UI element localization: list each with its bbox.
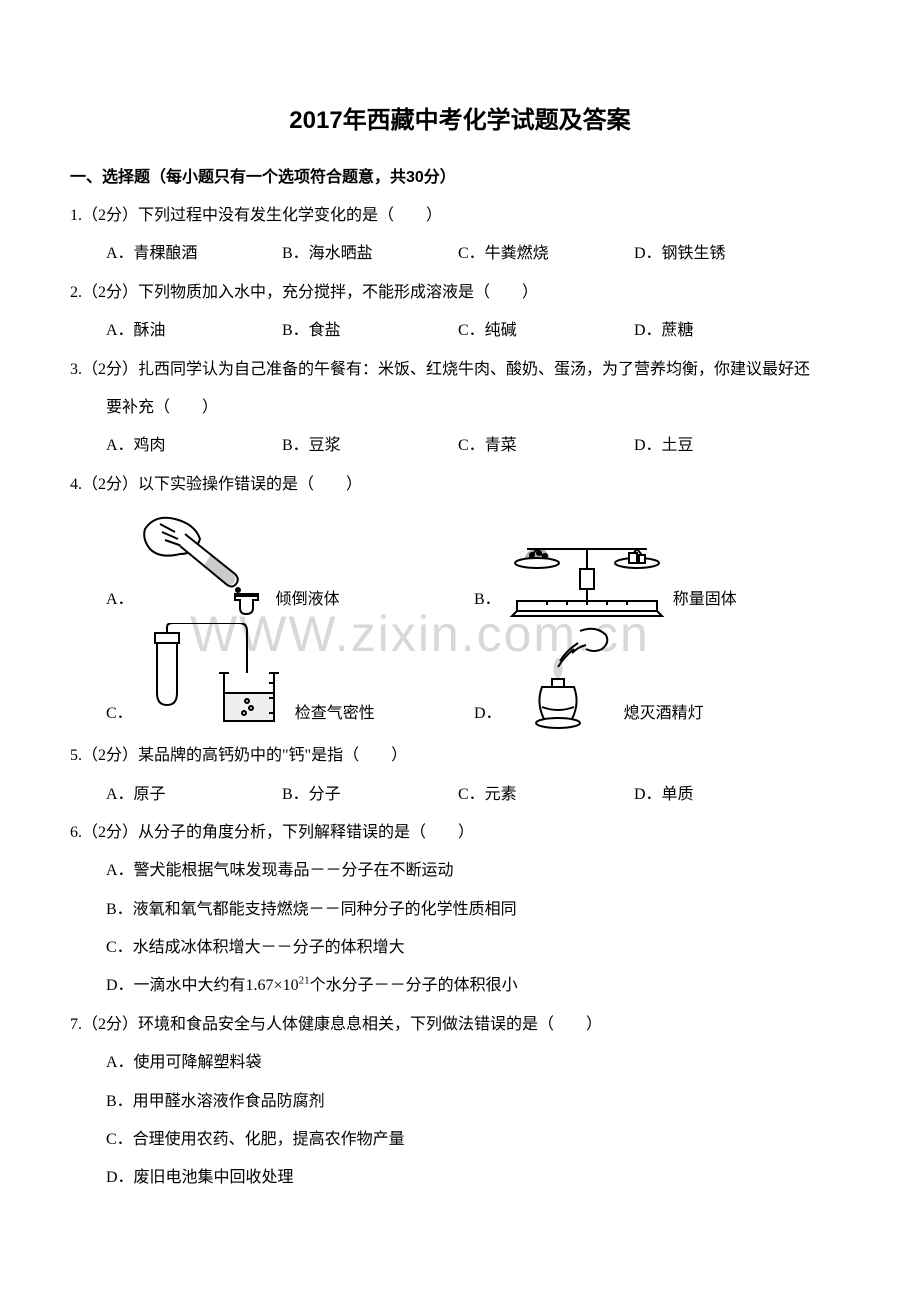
q4-a-letter: A． [106, 581, 134, 619]
q4-c-letter: C． [106, 695, 133, 733]
q4-a-caption: 倾倒液体 [276, 581, 340, 619]
q7-options: A．使用可降解塑料袋 B．用甲醛水溶液作食品防腐剂 C．合理使用农药、化肥，提高… [70, 1044, 850, 1198]
airtightness-check-icon [139, 623, 289, 733]
q6-d-suffix: 个水分子－－分子的体积很小 [310, 977, 518, 994]
pour-liquid-icon [140, 504, 270, 619]
page-title: 2017年西藏中考化学试题及答案 [70, 100, 850, 135]
q6-d-prefix: D．一滴水中大约有1.67×10 [106, 977, 299, 994]
q4-opt-d: D． [474, 623, 842, 733]
q6-options: A．警犬能根据气味发现毒品－－分子在不断运动 B．液氧和氧气都能支持燃烧－－同种… [70, 852, 850, 1006]
q4-img-options: A． [70, 504, 850, 737]
q7-opt-d: D．废旧电池集中回收处理 [106, 1159, 850, 1197]
q5-opt-d: D．单质 [634, 776, 810, 814]
q4-stem: 4.（2分）以下实验操作错误的是（ ） [70, 466, 850, 504]
q4-c-caption: 检查气密性 [295, 695, 375, 733]
q1-opt-b: B．海水晒盐 [282, 235, 458, 273]
question-5: 5.（2分）某品牌的高钙奶中的"钙"是指（ ） A．原子 B．分子 C．元素 D… [70, 737, 850, 814]
q3-options: A．鸡肉 B．豆浆 C．青菜 D．土豆 [70, 427, 850, 465]
q4-d-caption: 熄灭酒精灯 [624, 695, 704, 733]
extinguish-lamp-icon [508, 623, 618, 733]
q2-options: A．酥油 B．食盐 C．纯碱 D．蔗糖 [70, 312, 850, 350]
section-heading: 一、选择题（每小题只有一个选项符合题意，共30分） [70, 163, 850, 187]
q3-opt-d: D．土豆 [634, 427, 810, 465]
balance-scale-icon [507, 519, 667, 619]
q4-b-letter: B． [474, 581, 501, 619]
question-3: 3.（2分）扎西同学认为自己准备的午餐有：米饭、红烧牛肉、酸奶、蛋汤，为了营养均… [70, 351, 850, 466]
q5-opt-b: B．分子 [282, 776, 458, 814]
q2-opt-a: A．酥油 [106, 312, 282, 350]
q5-opt-c: C．元素 [458, 776, 634, 814]
question-6: 6.（2分）从分子的角度分析，下列解释错误的是（ ） A．警犬能根据气味发现毒品… [70, 814, 850, 1006]
q3-opt-b: B．豆浆 [282, 427, 458, 465]
q7-opt-b: B．用甲醛水溶液作食品防腐剂 [106, 1083, 850, 1121]
q6-opt-d: D．一滴水中大约有1.67×1021个水分子－－分子的体积很小 [106, 967, 850, 1005]
q2-opt-b: B．食盐 [282, 312, 458, 350]
q4-opt-c: C． [106, 623, 474, 733]
question-2: 2.（2分）下列物质加入水中，充分搅拌，不能形成溶液是（ ） A．酥油 B．食盐… [70, 274, 850, 351]
q5-opt-a: A．原子 [106, 776, 282, 814]
q1-opt-c: C．牛粪燃烧 [458, 235, 634, 273]
q6-stem: 6.（2分）从分子的角度分析，下列解释错误的是（ ） [70, 814, 850, 852]
q5-stem: 5.（2分）某品牌的高钙奶中的"钙"是指（ ） [70, 737, 850, 775]
question-4: 4.（2分）以下实验操作错误的是（ ） A． [70, 466, 850, 737]
q1-options: A．青稞酿酒 B．海水晒盐 C．牛粪燃烧 D．钢铁生锈 [70, 235, 850, 273]
q6-opt-a: A．警犬能根据气味发现毒品－－分子在不断运动 [106, 852, 850, 890]
q6-opt-b: B．液氧和氧气都能支持燃烧－－同种分子的化学性质相同 [106, 891, 850, 929]
q7-opt-a: A．使用可降解塑料袋 [106, 1044, 850, 1082]
q4-opt-b: B． [474, 519, 842, 619]
q7-stem: 7.（2分）环境和食品安全与人体健康息息相关，下列做法错误的是（ ） [70, 1006, 850, 1044]
q3-opt-a: A．鸡肉 [106, 427, 282, 465]
question-7: 7.（2分）环境和食品安全与人体健康息息相关，下列做法错误的是（ ） A．使用可… [70, 1006, 850, 1198]
q1-opt-a: A．青稞酿酒 [106, 235, 282, 273]
q3-stem: 3.（2分）扎西同学认为自己准备的午餐有：米饭、红烧牛肉、酸奶、蛋汤，为了营养均… [70, 351, 850, 389]
q4-d-letter: D． [474, 695, 502, 733]
q4-b-caption: 称量固体 [673, 581, 737, 619]
question-1: 1.（2分）下列过程中没有发生化学变化的是（ ） A．青稞酿酒 B．海水晒盐 C… [70, 197, 850, 274]
q7-opt-c: C．合理使用农药、化肥，提高农作物产量 [106, 1121, 850, 1159]
q3-stem-2: 要补充（ ） [70, 389, 850, 427]
q2-opt-d: D．蔗糖 [634, 312, 810, 350]
q6-opt-c: C．水结成冰体积增大－－分子的体积增大 [106, 929, 850, 967]
q1-stem: 1.（2分）下列过程中没有发生化学变化的是（ ） [70, 197, 850, 235]
q1-opt-d: D．钢铁生锈 [634, 235, 810, 273]
q2-stem: 2.（2分）下列物质加入水中，充分搅拌，不能形成溶液是（ ） [70, 274, 850, 312]
q2-opt-c: C．纯碱 [458, 312, 634, 350]
q5-options: A．原子 B．分子 C．元素 D．单质 [70, 776, 850, 814]
q6-d-exp: 21 [299, 975, 310, 987]
q4-opt-a: A． [106, 504, 474, 619]
q3-opt-c: C．青菜 [458, 427, 634, 465]
